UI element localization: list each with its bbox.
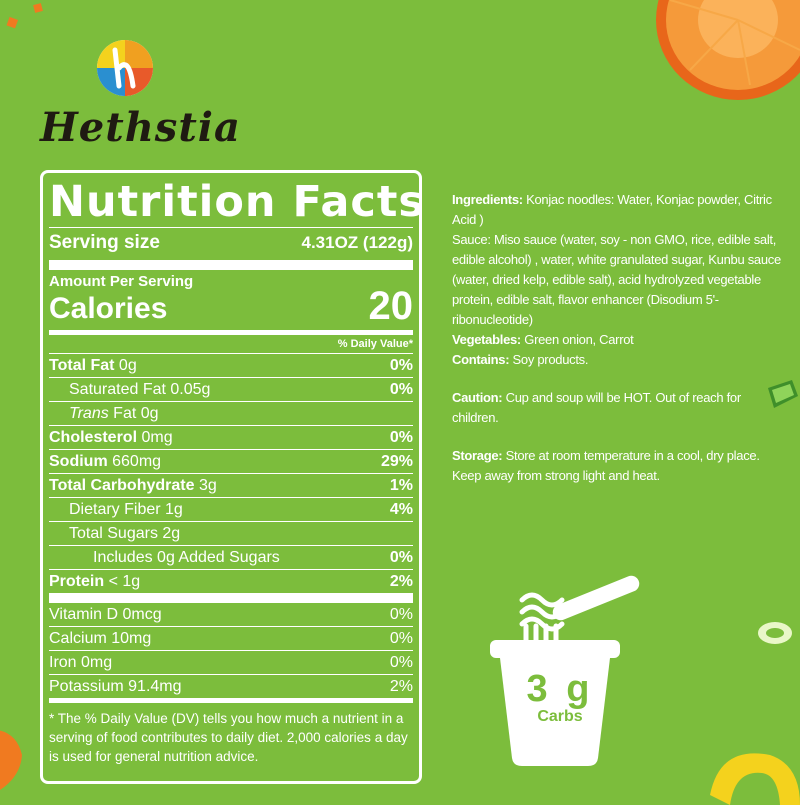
nutrient-row-trans-fat: Trans Fat 0g (49, 401, 413, 425)
contains-text: Contains: Soy products. (452, 352, 589, 367)
pepper-ring-image (710, 753, 800, 805)
calories-label: Calories (49, 292, 168, 325)
noodle-cup-icon (490, 575, 640, 766)
calories-value: 20 (368, 284, 414, 328)
daily-value-footnote: * The % Daily Value (DV) tells you how m… (49, 711, 408, 764)
carrot-bits-image (6, 3, 43, 29)
nutrient-row-protein: Protein < 1g 2% (49, 569, 413, 593)
brand-name: Hethstia (40, 104, 241, 151)
nutrition-facts-title: Nutrition Facts (49, 177, 426, 227)
vegetables-text: Vegetables: Green onion, Carrot (452, 332, 634, 347)
serving-size-value: 4.31OZ (122g) (301, 233, 414, 252)
product-info: Ingredients: Konjac noodles: Water, Konj… (452, 190, 782, 486)
nutrient-row-vitamin-d: Vitamin D 0mcg 0% (49, 605, 413, 623)
nutrient-row-iron: Iron 0mg 0% (49, 650, 413, 674)
carbs-amount: 3 g (526, 668, 594, 710)
carbs-label: Carbs (537, 708, 583, 725)
carrot-piece-image (0, 730, 22, 790)
green-onion-image (768, 380, 798, 408)
serving-size-label: Serving size (49, 232, 160, 253)
nutrient-row-dietary-fiber: Dietary Fiber 1g 4% (49, 497, 413, 521)
calories-row: Calories 20 (49, 286, 413, 326)
serving-size-row: Serving size 4.31OZ (122g) (49, 232, 413, 254)
nutrient-row-calcium: Calcium 10mg 0% (49, 626, 413, 650)
nutrient-row-total-carbohydrate: Total Carbohydrate 3g 1% (49, 473, 413, 497)
daily-value-header: % Daily Value* (337, 338, 413, 350)
nutrient-row-sodium: Sodium 660mg 29% (49, 449, 413, 473)
storage-text: Storage: Store at room temperature in a … (452, 448, 760, 483)
nutrition-facts-label: Nutrition Facts Serving size 4.31OZ (122… (40, 170, 426, 784)
nutrient-row-cholesterol: Cholesterol 0mg 0% (49, 425, 413, 449)
nutrient-row-saturated-fat: Saturated Fat 0.05g 0% (49, 377, 413, 401)
nutrient-row-potassium: Potassium 91.4mg 2% (49, 674, 413, 698)
hethstia-logo-icon (97, 40, 153, 96)
amount-per-serving: Amount Per Serving (49, 273, 194, 290)
nutrient-row-added-sugars: Includes 0g Added Sugars 0% (49, 545, 413, 569)
carrot-slice-image (656, 0, 800, 100)
caution-text: Caution: Cup and soup will be HOT. Out o… (452, 390, 741, 425)
ingredients-text: Ingredients: Konjac noodles: Water, Konj… (452, 192, 772, 227)
nutrient-row-total-sugars: Total Sugars 2g (49, 521, 413, 545)
sauce-text: Sauce: Miso sauce (water, soy - non GMO,… (452, 232, 781, 327)
nutrient-row-total-fat: Total Fat 0g 0% (49, 353, 413, 377)
green-onion-ring-image (758, 622, 792, 644)
